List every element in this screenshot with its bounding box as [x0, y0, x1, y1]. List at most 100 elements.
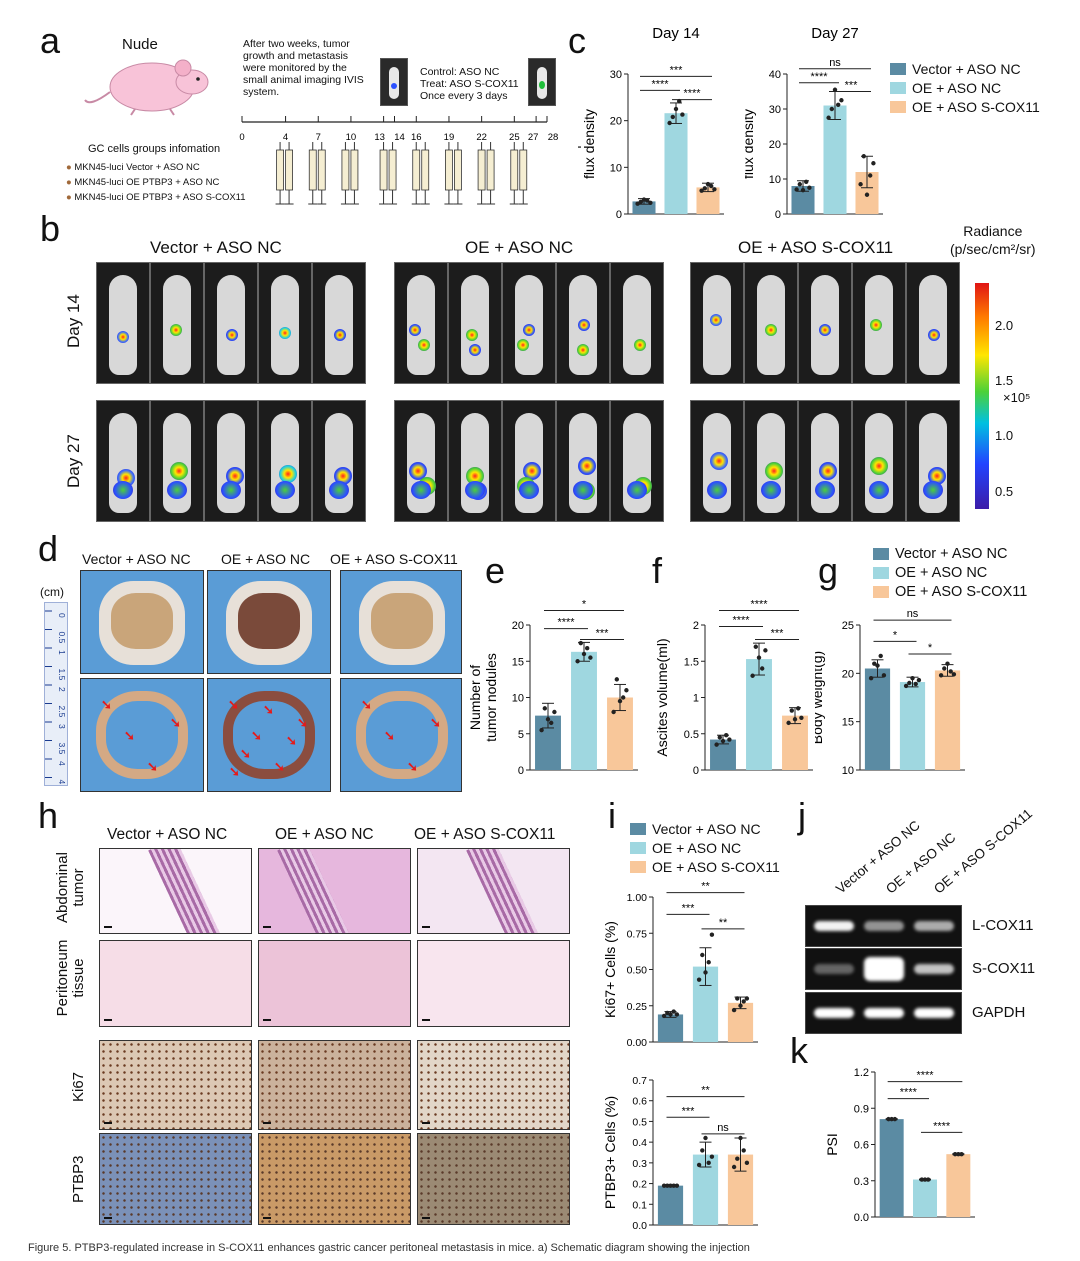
y-tick-label: 1: [693, 693, 699, 705]
red-arrow-icon: ➘: [170, 715, 181, 730]
syringe-group: [509, 142, 528, 205]
data-point: [588, 655, 593, 660]
timeline-label: 13: [374, 132, 385, 143]
y-tick-label: 1.2: [854, 1067, 869, 1079]
data-point: [624, 688, 629, 693]
y-tick-label: 0.0: [854, 1212, 869, 1224]
data-point: [717, 735, 722, 740]
data-point: [709, 932, 715, 937]
ivis-mouse-image: [556, 400, 610, 522]
red-arrow-icon: ➘: [274, 759, 285, 774]
group-item: ● MKN45-luci OE PTBP3 + ASO NC: [66, 177, 220, 188]
data-point: [875, 663, 880, 668]
syringe: [308, 149, 317, 191]
data-point: [614, 677, 619, 682]
data-point: [709, 183, 714, 189]
legend-item-oe: OE + ASO NC: [890, 78, 1040, 97]
significance-label: ***: [670, 64, 684, 76]
data-point: [952, 1151, 958, 1157]
data-point: [956, 1151, 961, 1157]
legend-item-oe: OE + ASO NC: [873, 563, 1027, 582]
scale-bar: [104, 1019, 112, 1021]
bar: [934, 670, 961, 770]
d-group-title-oe: OE + ASO NC: [221, 551, 311, 567]
data-point: [648, 200, 653, 205]
timeline-label: 19: [444, 132, 455, 143]
histology-image: [258, 1040, 411, 1130]
legend-i: Vector + ASO NC OE + ASO NC OE + ASO S-C…: [630, 819, 780, 876]
data-point: [907, 680, 912, 686]
panel-label-c: c: [568, 20, 586, 61]
significance-label: ns: [717, 1122, 729, 1134]
y-tick-label: 0: [616, 209, 622, 221]
scale-tick-0.5: 0.5: [995, 484, 1014, 499]
bar: [879, 1119, 904, 1217]
bar: [791, 186, 815, 214]
ivis-thumb-left: [380, 58, 408, 106]
data-point: [700, 952, 705, 958]
syringe-group: [275, 142, 294, 205]
data-point: [680, 112, 685, 117]
scale-bar: [422, 1019, 430, 1021]
y-tick-label: 0.3: [854, 1176, 869, 1188]
scale-bar: [104, 1217, 112, 1219]
y-axis-label: Total photonflux density: [745, 106, 756, 182]
timeline-label: 25: [509, 132, 520, 143]
red-arrow-icon: ➘: [430, 715, 441, 730]
gel-band-label: S-COX11: [972, 960, 1036, 977]
ruler-tick-label: 4: [57, 761, 67, 766]
y-tick-label: 0.6: [854, 1140, 869, 1152]
scale-bar: [263, 926, 271, 928]
data-point: [868, 173, 873, 178]
ivis-mouse-image: [96, 400, 150, 522]
syringe: [486, 149, 495, 191]
bar: [571, 651, 597, 770]
red-arrow-icon: ➘: [297, 715, 308, 730]
histology-image: [99, 1040, 252, 1130]
data-point: [744, 1160, 750, 1166]
gel-band: [814, 964, 854, 974]
data-point: [673, 106, 679, 112]
y-tick-label: 0.6: [632, 1096, 647, 1108]
data-point: [714, 742, 719, 747]
data-point: [645, 198, 650, 203]
data-point: [861, 154, 866, 159]
y-tick-label: 20: [512, 620, 524, 632]
red-arrow-icon: ➘: [407, 759, 418, 774]
ivis-mouse-image: [906, 262, 960, 384]
y-tick-label: 20: [610, 116, 622, 128]
panel-label-d: d: [38, 528, 59, 569]
y-axis-label: Ki67+ Cells (%): [602, 921, 618, 1018]
ivis-mouse-image: [394, 262, 448, 384]
intestine-photo: ➘ ➘ ➘ ➘: [340, 678, 462, 792]
panel-label-h: h: [38, 795, 59, 836]
data-point: [872, 661, 877, 666]
scale-bar: [104, 1122, 112, 1124]
histology-image: [417, 1040, 570, 1130]
y-tick-label: 20: [769, 139, 781, 151]
significance-label: **: [719, 917, 728, 929]
data-point: [892, 1116, 898, 1122]
significance-label: ***: [845, 80, 859, 92]
histology-image: [258, 848, 411, 934]
y-tick-label: 0: [775, 209, 781, 221]
ruler-tick-label: 3.5: [57, 743, 67, 755]
lane-label-vector: Vector + ASO NC: [833, 817, 923, 897]
syringe-group: [411, 142, 430, 205]
ivis-mouse-image: [502, 262, 556, 384]
y-tick-label: 10: [512, 693, 524, 705]
ruler-tick-label: 2: [57, 687, 67, 692]
red-arrow-icon: ➘: [124, 728, 135, 743]
significance-label: ****: [933, 1120, 951, 1132]
syringe: [412, 149, 421, 191]
panel-label-b: b: [40, 208, 61, 249]
legend-item-vector: Vector + ASO NC: [890, 59, 1040, 78]
data-point: [794, 187, 799, 192]
bar: [710, 739, 736, 770]
ivis-note: After two weeks, tumor growth and metast…: [243, 38, 364, 98]
groups-title: GC cells groups infomation: [88, 143, 221, 155]
data-point: [674, 1012, 680, 1017]
data-point: [839, 98, 844, 103]
ruler: 0 0.5 1 1.5 2 2.5 3 3.5 4 4.5: [44, 602, 68, 792]
data-point: [696, 977, 702, 982]
